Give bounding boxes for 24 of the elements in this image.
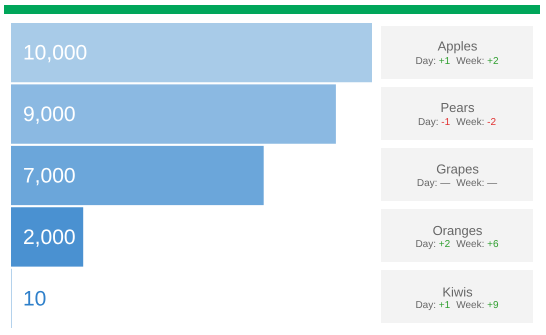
y-tick-label: Apples — [438, 38, 478, 54]
text: Day: -1 — [418, 117, 450, 128]
text: Day: +1 — [415, 300, 450, 311]
y-tick-label: Oranges — [432, 222, 483, 238]
text: Week: +9 — [456, 300, 499, 311]
y-tick-label: Grapes — [436, 162, 480, 176]
text: Day: — — [416, 178, 450, 189]
text: Week: +6 — [456, 239, 499, 250]
data-label: 10 — [23, 287, 46, 310]
text: Week: -2 — [456, 117, 496, 128]
bar — [11, 23, 372, 82]
bar — [11, 146, 264, 206]
text: Week: — — [456, 178, 498, 189]
y-tick-label: Kiwis — [442, 284, 474, 300]
text: Day: +1 — [415, 56, 450, 67]
text: Week: +2 — [456, 56, 499, 67]
bar — [11, 207, 84, 267]
data-label: 2,000 — [23, 226, 76, 249]
y-tick-label: Pears — [440, 100, 475, 116]
data-label: 7,000 — [23, 164, 76, 188]
data-label: 9,000 — [23, 103, 76, 126]
data-label: 10,000 — [23, 42, 88, 65]
text: Day: +2 — [415, 239, 450, 250]
bar — [11, 84, 336, 144]
